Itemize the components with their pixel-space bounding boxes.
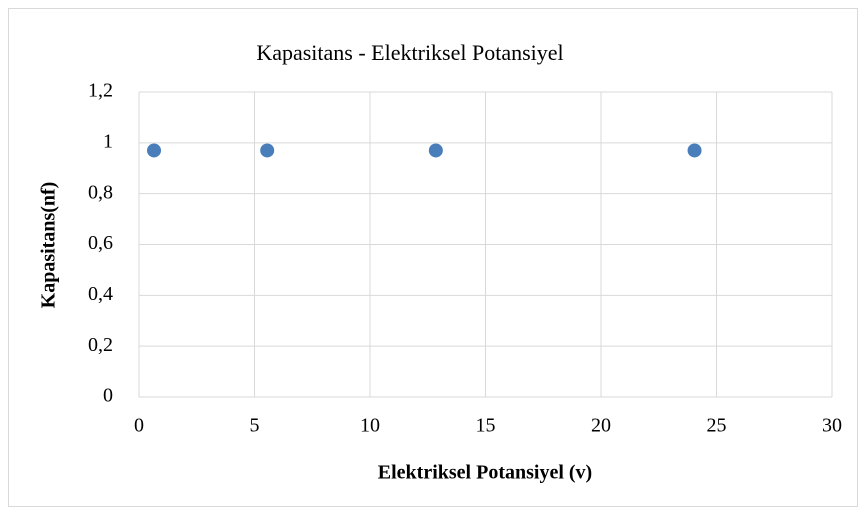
point bbox=[428, 143, 443, 158]
y-tick-label: 1 bbox=[103, 130, 113, 152]
y-tick-label: 0,8 bbox=[88, 181, 113, 203]
x-tick-label: 0 bbox=[134, 415, 144, 437]
x-axis-title: Elektriksel Potansiyel (v) bbox=[378, 462, 592, 484]
x-tick-label: 20 bbox=[591, 415, 611, 437]
x-tick-label: 25 bbox=[707, 415, 727, 437]
point bbox=[687, 143, 702, 158]
y-tick-label: 0,6 bbox=[88, 232, 113, 254]
y-tick-label: 1,2 bbox=[88, 80, 113, 102]
y-tick-label: 0 bbox=[103, 385, 113, 407]
x-tick-label: 30 bbox=[822, 415, 842, 437]
x-tick-label: 15 bbox=[476, 415, 496, 437]
point bbox=[147, 143, 162, 158]
point bbox=[260, 143, 275, 158]
x-tick-label: 5 bbox=[250, 415, 260, 437]
y-tick-label: 0,4 bbox=[88, 283, 113, 305]
y-tick-label: 0,2 bbox=[88, 334, 113, 356]
x-tick-label: 10 bbox=[360, 415, 380, 437]
y-axis-title: Kapasitans(nf) bbox=[38, 182, 60, 309]
chart-title: Kapasitans - Elektriksel Potansiyel bbox=[256, 40, 563, 65]
